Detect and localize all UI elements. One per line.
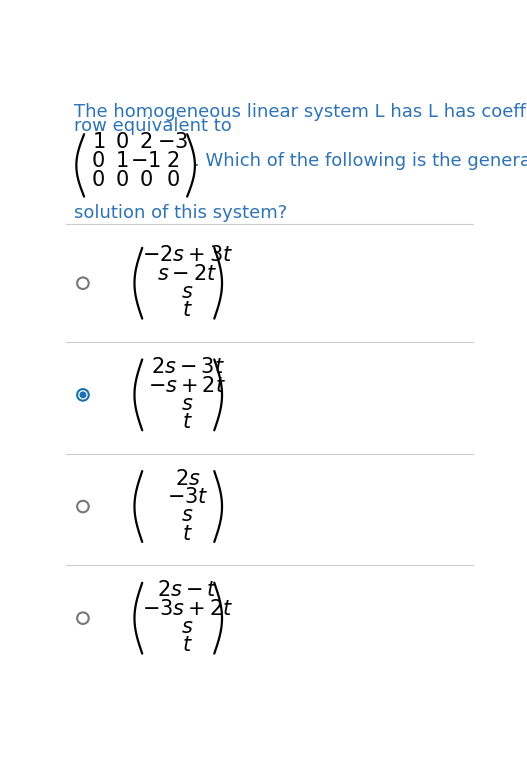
Text: $0$: $0$: [92, 171, 105, 191]
Text: $-3$: $-3$: [157, 132, 188, 152]
Text: $-1$: $-1$: [130, 151, 161, 171]
Text: $s - 2t$: $s - 2t$: [157, 264, 218, 284]
Text: $2s - 3t$: $2s - 3t$: [151, 357, 225, 378]
Text: $-3t$: $-3t$: [167, 487, 208, 507]
Circle shape: [80, 391, 86, 398]
Text: $1$: $1$: [92, 132, 105, 152]
Text: $0$: $0$: [166, 171, 180, 191]
Text: solution of this system?: solution of this system?: [74, 205, 287, 222]
Text: $s$: $s$: [181, 394, 194, 414]
Text: $s$: $s$: [181, 618, 194, 637]
Text: $2$: $2$: [166, 151, 179, 171]
Text: $s$: $s$: [181, 506, 194, 525]
Text: $t$: $t$: [182, 301, 193, 320]
Text: $t$: $t$: [182, 525, 193, 543]
Text: $-2s + 3t$: $-2s + 3t$: [142, 245, 233, 266]
Text: $t$: $t$: [182, 636, 193, 655]
Text: row equivalent to: row equivalent to: [74, 117, 231, 135]
Text: $0$: $0$: [115, 171, 129, 191]
Text: $1$: $1$: [115, 151, 129, 171]
Text: . Which of the following is the general: . Which of the following is the general: [194, 152, 527, 170]
Text: $0$: $0$: [139, 171, 153, 191]
Text: $2$: $2$: [139, 132, 152, 152]
Text: $-s + 2t$: $-s + 2t$: [149, 376, 227, 395]
Text: $t$: $t$: [182, 413, 193, 432]
Text: The homogeneous linear system L has L has coefficient matrix: The homogeneous linear system L has L ha…: [74, 103, 527, 121]
Text: $s$: $s$: [181, 283, 194, 302]
Text: $0$: $0$: [92, 151, 105, 171]
Text: $2s - t$: $2s - t$: [157, 581, 218, 601]
Text: $0$: $0$: [115, 132, 129, 152]
Text: $-3s + 2t$: $-3s + 2t$: [142, 599, 233, 619]
Text: $2s$: $2s$: [174, 469, 200, 489]
